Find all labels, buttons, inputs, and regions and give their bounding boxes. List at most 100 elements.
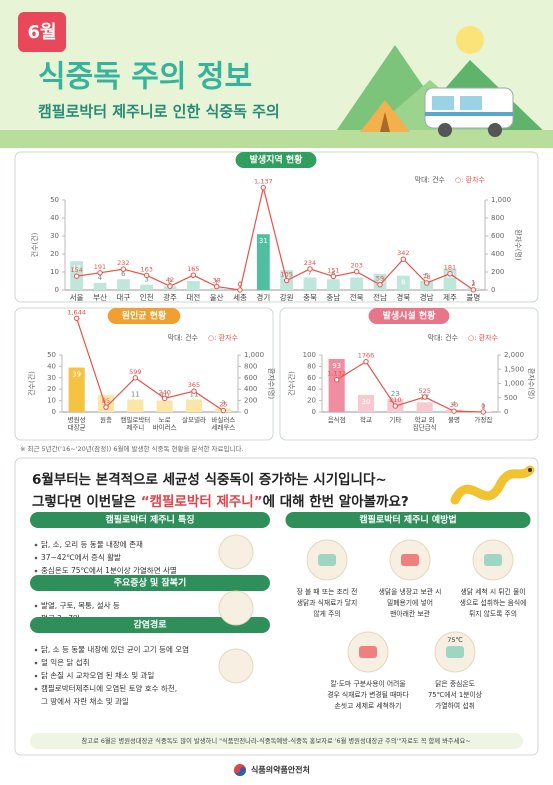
tip-text: 밀폐용기에 넣어: [387, 598, 433, 607]
bar-value-label: 0: [238, 281, 242, 289]
tip-text: 생닭 세척 시 튀긴 물이: [461, 587, 526, 596]
y2-tick-label: 1,000: [504, 380, 524, 388]
bullet: [34, 604, 38, 608]
x-tick-label: 세종: [233, 293, 247, 302]
point-value-label: 203: [350, 262, 362, 270]
x-tick-label: 학교: [360, 415, 372, 424]
x-tick-label: 불명: [448, 415, 460, 424]
bar-value-label: 3: [144, 276, 148, 284]
bullet: [34, 674, 38, 678]
chart-title: 원인균 현황: [122, 310, 167, 322]
point-value-label: 85: [102, 397, 110, 405]
y-tick-label: 50: [50, 196, 59, 204]
section-item: 닭 손질 시 교차오염 된 채소 및 과일: [41, 670, 154, 680]
x-tick-label: 병원성 대장균: [68, 415, 86, 432]
tip-icon-detail: [401, 554, 419, 566]
y-axis-title: 건수(건): [27, 371, 36, 396]
headline-part: 에 대해 한번 알아볼까요?: [263, 493, 409, 510]
tip-badge: 75℃: [447, 636, 463, 644]
section-item: 그 땅에서 자란 채소 및 과일: [41, 696, 129, 706]
point-value-label: 0: [481, 402, 485, 410]
note: 참고로 6월은 병원성대장균 식중독도 많이 발생하니 "식품안전나라-식중독예…: [81, 736, 470, 745]
bacterium-eye: [528, 468, 532, 472]
line-point: [220, 407, 227, 414]
x-tick-label: 강원: [280, 292, 294, 302]
x-tick-label: 경남: [420, 292, 434, 302]
tip-icon-detail: [446, 646, 464, 658]
note-bg: [30, 733, 523, 749]
point-value-label: 78: [423, 273, 431, 281]
x-tick-label: 살모넬라: [182, 415, 206, 424]
bar: [328, 358, 345, 412]
x-tick-label: 대전: [186, 292, 200, 302]
y2-tick-label: 400: [244, 385, 257, 393]
bar-value-label: 11: [190, 390, 199, 398]
bar-value-label: 11: [282, 273, 291, 281]
tip-icon-detail: [318, 554, 336, 566]
y2-tick-label: 0: [244, 408, 248, 416]
y-tick-label: 40: [307, 385, 316, 393]
x-tick-label: 인천: [140, 292, 154, 302]
bar-value-label: 11: [131, 390, 140, 398]
y-tick-label: 60: [307, 374, 316, 382]
section-item: 중심온도 75℃에서 1분이상 가열하면 사멸: [41, 565, 177, 575]
month-tab-bg: [18, 12, 66, 52]
line: [336, 360, 484, 413]
x-tick-label: 학교 외 집단급식: [413, 415, 437, 432]
line-point: [190, 272, 197, 278]
x-tick-label: 전북: [350, 292, 364, 302]
point-value-label: 1766: [358, 352, 375, 360]
point-value-label: 525: [418, 387, 430, 395]
line-point: [333, 377, 340, 383]
y2-axis-title: 환자수(명): [267, 368, 276, 399]
tip-text: 튀지 않도록 주의: [469, 609, 517, 618]
y2-tick-label: 500: [504, 394, 517, 402]
line-point: [423, 280, 430, 286]
y2-tick-label: 2,000: [504, 351, 524, 359]
x-tick-label: 캠필로박터 제주니: [120, 415, 150, 432]
bar-value-label: 4: [452, 401, 457, 409]
bar-value-label: 1: [471, 279, 475, 287]
bar: [443, 268, 457, 290]
page-subtitle: 캠필로박터 제주니로 인한 식중독 주의: [38, 103, 280, 121]
point-value-label: 2: [471, 280, 475, 288]
x-tick-label: 경북: [396, 292, 410, 302]
tip-text: 생닭을 냉장고 보관 시: [379, 587, 442, 596]
bar: [68, 367, 85, 412]
line-point: [353, 269, 360, 275]
chart-title: 발생시설 현황: [383, 310, 437, 322]
bar-value-label: 9: [378, 277, 382, 285]
section-item: 캠필로박터제주니에 오염된 토양 호수 하천,: [41, 683, 177, 693]
y2-tick-label: 1,000: [491, 196, 511, 204]
tip-text: 경우 식재료가 변경될 때마다: [327, 690, 409, 699]
y-tick-label: 30: [47, 374, 56, 382]
bullet: [34, 543, 38, 547]
section-header-bg: [285, 512, 531, 528]
bar: [350, 277, 364, 290]
point-value-label: 240: [158, 388, 170, 396]
y2-tick-label: 1,000: [244, 351, 264, 359]
legend-entry: ○: 환자수: [208, 333, 239, 342]
section-header: 주요증상 및 잠복기: [114, 577, 187, 589]
point-value-label: 342: [397, 249, 409, 257]
bacterium-illustration: [450, 465, 535, 505]
section-item: 37~42℃에서 증식 활발: [41, 552, 121, 562]
bar-value-label: 16: [72, 264, 81, 272]
x-tick-label: 대구: [116, 293, 130, 302]
x-tick-label: 경기: [256, 292, 270, 302]
y2-tick-label: 800: [491, 214, 504, 222]
point-value-label: 599: [129, 368, 141, 376]
point-value-label: 163: [140, 265, 152, 273]
line-point: [260, 184, 267, 191]
section-item: 덜 익은 닭 섭취: [41, 657, 90, 667]
tip-text: 닭은 중심온도: [435, 679, 475, 688]
chart-title-bg: [235, 152, 317, 168]
point-value-label: 365: [188, 381, 200, 389]
bar-value-label: 4: [98, 274, 103, 282]
section-item: 닭, 소 등 동물 내장에 있던 균이 고기 등에 오염: [41, 644, 189, 654]
x-tick-label: 불명: [466, 292, 480, 302]
line-point: [167, 283, 173, 289]
bar: [93, 282, 107, 290]
tip-text: 장 볼 때 또는 조리 전: [297, 587, 358, 596]
